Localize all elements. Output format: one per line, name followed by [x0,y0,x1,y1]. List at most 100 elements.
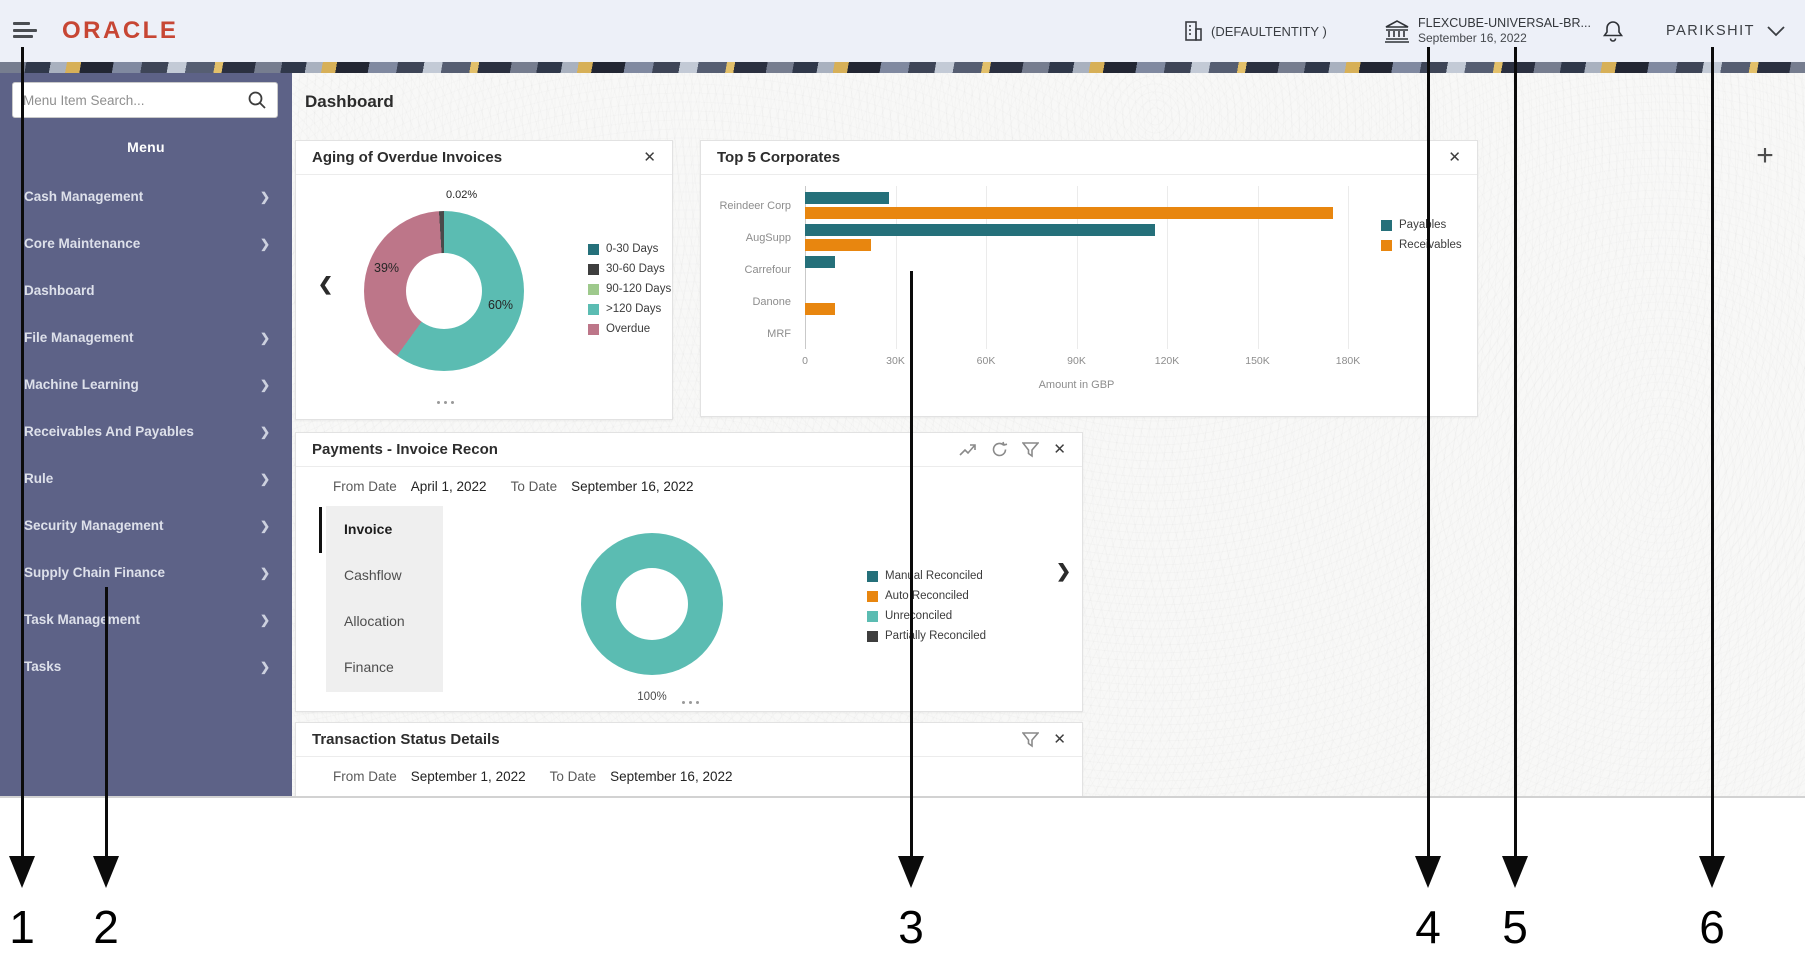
tab-finance[interactable]: Finance [344,659,394,675]
legend-swatch [867,590,878,602]
aging-donut-chart [364,211,524,371]
callout-number: 3 [898,901,924,953]
sidebar-item-label: Dashboard [24,283,95,298]
legend-item: 0-30 Days [588,239,671,259]
sidebar-item-label: Rule [24,471,54,486]
bar-payables [805,224,1155,236]
legend-item: 90-120 Days [588,279,671,299]
to-date-value[interactable]: September 16, 2022 [610,769,733,784]
callout-arrowhead [93,856,119,888]
close-icon[interactable]: ✕ [1448,149,1461,166]
donut-label-gt120: 60% [488,298,514,312]
branch-selector[interactable]: FLEXCUBE-UNIVERSAL-BR... September 16, 2… [1384,0,1591,62]
chevron-right-icon: ❯ [259,236,270,251]
notifications-button[interactable] [1602,0,1624,62]
callout-number: 6 [1699,901,1725,953]
user-menu[interactable]: PARIKSHIT [1666,0,1785,62]
x-tick-label: 30K [886,355,905,367]
legend-item: Unreconciled [867,606,986,626]
legend-swatch [867,630,878,642]
close-icon[interactable]: ✕ [1053,731,1066,748]
to-date-value[interactable]: September 16, 2022 [571,479,694,494]
sidebar-item-core-maintenance[interactable]: Core Maintenance ❯ [0,220,292,267]
sidebar-item-tasks[interactable]: Tasks ❯ [0,643,292,690]
legend-label: Auto Reconciled [885,590,969,602]
widget-transaction-status-details: Transaction Status Details ✕ From Date S… [295,722,1083,796]
sidebar-item-label: Tasks [24,659,62,674]
x-tick-label: 180K [1335,355,1361,367]
sidebar-item-label: Receivables And Payables [24,424,194,439]
payments-tabs: Invoice Cashflow Allocation Finance [326,506,443,692]
legend-swatch [1381,239,1392,251]
legend-swatch [588,323,599,335]
from-date-value[interactable]: September 1, 2022 [410,769,526,784]
callout-line [20,47,24,858]
refresh-icon[interactable] [991,441,1008,458]
bar-receivables [805,303,835,315]
branch-name: FLEXCUBE-UNIVERSAL-BR... [1418,15,1591,30]
trend-icon[interactable] [959,442,977,458]
tab-cashflow[interactable]: Cashflow [344,567,402,583]
sidebar-item-file-management[interactable]: File Management ❯ [0,314,292,361]
callout-arrowhead [1502,856,1528,888]
sidebar-item-supply-chain-finance[interactable]: Supply Chain Finance ❯ [0,549,292,596]
callout-arrowhead [1699,856,1725,888]
from-date-label: From Date [333,479,397,494]
filter-icon[interactable] [1022,441,1040,458]
carousel-next-icon[interactable]: ❯ [1056,561,1072,581]
gridline [1348,186,1349,349]
legend-label: Partially Reconciled [885,630,986,642]
widget-title: Top 5 Corporates [717,149,841,166]
user-name: PARIKSHIT [1666,23,1755,39]
carousel-prev-icon[interactable]: ❮ [318,274,334,294]
legend-swatch [588,303,599,315]
sidebar-item-rule[interactable]: Rule ❯ [0,455,292,502]
bar-payables [805,192,889,204]
payments-donut-chart [581,533,723,675]
menu-search[interactable] [12,82,278,118]
legend-item: 30-60 Days [588,259,671,279]
callout-arrowhead [898,856,924,888]
close-icon[interactable]: ✕ [1053,441,1066,458]
sidebar-item-dashboard[interactable]: Dashboard [0,267,292,314]
from-date-value[interactable]: April 1, 2022 [410,479,487,494]
hamburger-menu-icon[interactable] [13,22,37,40]
tab-invoice[interactable]: Invoice [344,521,393,537]
legend-label: Unreconciled [885,610,953,622]
menu-search-input[interactable] [23,92,247,108]
widget-title: Transaction Status Details [312,731,500,748]
aging-legend: 0-30 Days 30-60 Days 90-120 Days >120 Days O… [588,239,671,339]
sidebar-item-cash-management[interactable]: Cash Management ❯ [0,173,292,220]
legend-swatch [588,283,599,295]
oracle-logo: ORACLE [62,17,179,44]
legend-label: >120 Days [606,303,662,315]
search-icon[interactable] [247,90,267,110]
sidebar-item-label: Core Maintenance [24,236,141,251]
filter-icon[interactable] [1022,731,1040,748]
tab-allocation[interactable]: Allocation [344,613,405,629]
close-icon[interactable]: ✕ [643,149,656,166]
widget-top-5-corporates: Top 5 Corporates ✕ 0 30K 60K 90K 120K 150K 180… [700,140,1478,417]
sidebar: Menu Cash Management ❯ Core Maintenance ❯ Da… [0,73,292,796]
sidebar-item-machine-learning[interactable]: Machine Learning ❯ [0,361,292,408]
widget-aging-of-overdue-invoices: Aging of Overdue Invoices ✕ 0.02% 39% 60… [295,140,673,420]
banner-strip [0,62,1805,73]
legend-swatch [588,263,599,275]
sidebar-item-task-management[interactable]: Task Management ❯ [0,596,292,643]
chevron-right-icon: ❯ [259,565,270,580]
entity-selector[interactable]: (DEFAULTENTITY ) [1183,0,1327,62]
legend-swatch [867,570,878,582]
pagination-dots[interactable] [682,701,699,704]
legend-item: Partially Reconciled [867,626,986,646]
pagination-dots[interactable] [437,401,454,404]
sidebar-item-security-management[interactable]: Security Management ❯ [0,502,292,549]
legend-swatch [867,610,878,622]
gridline [986,186,987,349]
chevron-right-icon: ❯ [259,518,270,533]
sidebar-item-receivables-and-payables[interactable]: Receivables And Payables ❯ [0,408,292,455]
add-widget-button[interactable]: + [1750,141,1780,171]
x-tick-label: 0 [802,355,808,367]
chevron-right-icon: ❯ [259,189,270,204]
page-title: Dashboard [305,92,394,111]
category-label: Danone [752,296,791,308]
